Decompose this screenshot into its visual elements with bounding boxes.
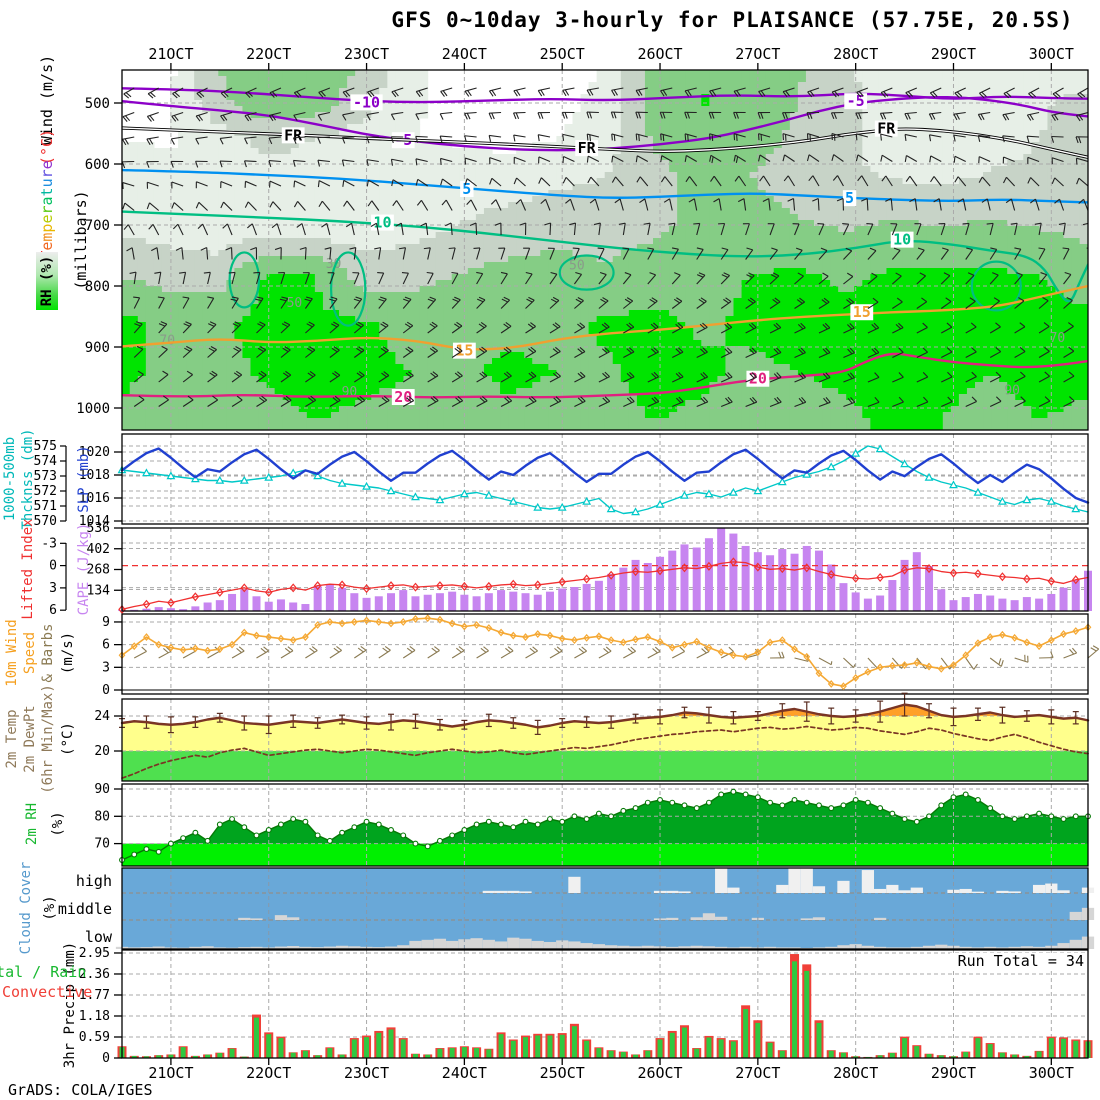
grads-credit: GrADS: COLA/IGES (8, 1081, 153, 1099)
page-title: GFS 0~10day 3-hourly for PLAISANCE (57.7… (391, 8, 1074, 32)
panel-slp-thickness: 57557457357257157010201018101610141000-5… (2, 428, 1090, 530)
